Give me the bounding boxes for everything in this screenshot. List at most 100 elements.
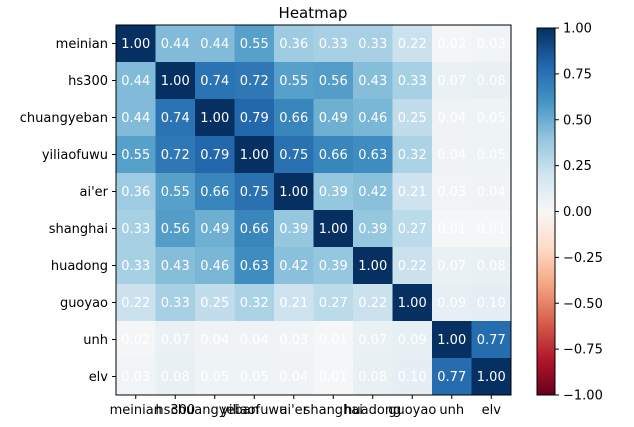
heatmap-cell: [432, 210, 472, 248]
heatmap-cell: [432, 284, 472, 322]
heatmap-cell: [195, 62, 235, 100]
cell-value-label: 0.04: [279, 370, 308, 385]
x-tick-label: guoyao: [388, 403, 436, 418]
heatmap-cell: [432, 99, 472, 137]
heatmap-cell: [392, 136, 433, 174]
heatmap-cell: [234, 210, 275, 248]
cell-value-label: 0.04: [477, 185, 506, 200]
cell-value-label: 1.00: [437, 333, 466, 348]
cell-value-label: 0.22: [398, 37, 427, 52]
heatmap-cell: [155, 210, 196, 248]
chart-title: Heatmap: [279, 4, 348, 22]
cell-value-label: 0.63: [358, 148, 387, 163]
heatmap-cell: [313, 210, 354, 248]
cell-value-label: 0.03: [121, 370, 150, 385]
colorbar: 1.00 0.75 0.50 0.25 0.00 −0.25 −0.50 −0.75 −1.00: [536, 22, 603, 404]
cell-value-label: 0.01: [319, 333, 348, 348]
cell-value-label: 0.42: [279, 259, 308, 274]
cell-value-label: 0.33: [121, 222, 150, 237]
cell-value-label: 0.05: [477, 111, 506, 126]
cell-value-label: 1.00: [200, 111, 229, 126]
cell-value-label: 0.75: [279, 148, 308, 163]
cell-value-label: 0.66: [319, 148, 348, 163]
cell-value-label: 0.72: [161, 148, 190, 163]
heatmap-cell: [274, 173, 314, 211]
heatmap-cell: [116, 358, 156, 396]
cell-value-label: 0.07: [437, 74, 466, 89]
heatmap-cell: [116, 247, 156, 285]
heatmap-cell: [234, 62, 275, 100]
heatmap-cell: [353, 284, 393, 322]
cell-value-label: 0.05: [200, 370, 229, 385]
cell-value-label: 1.00: [319, 222, 348, 237]
heatmap-cell: [432, 247, 472, 285]
x-axis: meinianhs300chuangyebanyiliaofuwuai'ersh…: [110, 395, 501, 418]
heatmap-cell: [234, 25, 275, 63]
y-tick-label: shanghai: [49, 222, 108, 237]
heatmap-cell: [392, 25, 433, 63]
cell-value-label: 0.04: [200, 333, 229, 348]
heatmap-cell: [234, 321, 275, 359]
heatmap-cell: [392, 62, 433, 100]
cell-value-label: 0.04: [437, 111, 466, 126]
heatmap-cell: [116, 62, 156, 100]
cell-value-label: 0.42: [358, 185, 387, 200]
x-tick-label: yiliaofuwu: [221, 403, 287, 418]
heatmap-cell: [234, 99, 275, 137]
heatmap-cell: [313, 25, 354, 63]
colorbar-tick-label: −0.75: [563, 343, 603, 358]
x-tick-label: meinian: [110, 403, 162, 418]
cell-value-label: 1.00: [398, 296, 427, 311]
cell-value-label: 0.74: [200, 74, 229, 89]
cell-value-label: 0.74: [161, 111, 190, 126]
cell-value-label: 0.79: [240, 111, 269, 126]
heatmap-cell: [195, 358, 235, 396]
cell-value-label: 0.22: [358, 296, 387, 311]
heatmap-cell: [432, 25, 472, 63]
cell-value-label: 0.02: [437, 37, 466, 52]
heatmap-cell: [234, 136, 275, 174]
cell-value-label: 0.09: [398, 333, 427, 348]
y-tick-label: unh: [83, 333, 108, 348]
cell-value-label: 0.66: [240, 222, 269, 237]
y-tick-label: hs300: [68, 74, 108, 89]
heatmap-cells: [116, 25, 512, 396]
cell-value-label: 0.03: [477, 37, 506, 52]
heatmap-cell: [116, 210, 156, 248]
cell-value-label: 0.44: [161, 37, 190, 52]
cell-value-label: 0.27: [398, 222, 427, 237]
heatmap-cell: [195, 210, 235, 248]
cell-value-label: 1.00: [279, 185, 308, 200]
cell-value-label: 1.00: [358, 259, 387, 274]
heatmap-cell: [116, 99, 156, 137]
heatmap-cell: [392, 358, 433, 396]
cell-value-label: 1.00: [240, 148, 269, 163]
heatmap-cell: [195, 173, 235, 211]
cell-value-label: 0.46: [358, 111, 387, 126]
heatmap-cell: [432, 358, 472, 396]
heatmap-cell: [313, 247, 354, 285]
heatmap-cell: [432, 321, 472, 359]
heatmap-cell: [353, 99, 393, 137]
heatmap-cell: [155, 358, 196, 396]
cell-value-label: 0.49: [200, 222, 229, 237]
colorbar-tick-label: 0.75: [563, 67, 592, 82]
heatmap-cell: [116, 136, 156, 174]
heatmap-cell: [155, 136, 196, 174]
heatmap-cell: [313, 62, 354, 100]
heatmap-cell: [274, 210, 314, 248]
cell-value-label: 0.01: [319, 370, 348, 385]
cell-value-label: 0.66: [279, 111, 308, 126]
cell-value-label: 0.77: [437, 370, 466, 385]
x-tick-label: ai'er: [280, 403, 309, 418]
heatmap-cell: [471, 247, 512, 285]
heatmap-cell: [155, 247, 196, 285]
cell-value-label: 0.44: [200, 37, 229, 52]
cell-value-label: 0.33: [398, 74, 427, 89]
cell-value-label: 0.25: [200, 296, 229, 311]
colorbar-tick-label: 0.25: [563, 159, 592, 174]
cell-value-label: 0.08: [477, 259, 506, 274]
heatmap-cell: [471, 210, 512, 248]
heatmap-cell: [353, 25, 393, 63]
y-tick-label: ai'er: [80, 185, 109, 200]
